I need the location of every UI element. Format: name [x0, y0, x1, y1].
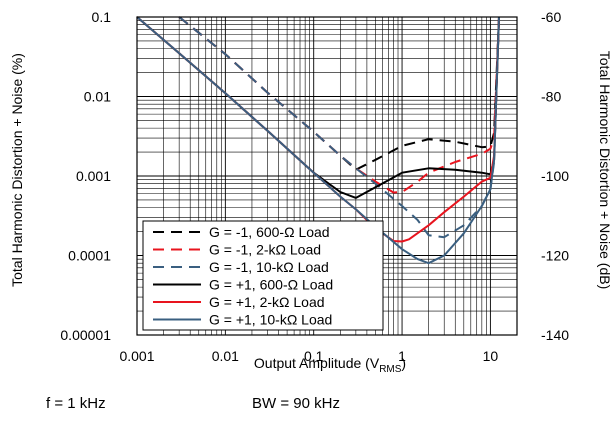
- legend-entry-label: G = +1, 2-kΩ Load: [209, 294, 325, 310]
- y-tick-label-right: -140: [541, 327, 569, 343]
- y-tick-label-right: -120: [541, 248, 569, 264]
- x-tick-label: 1: [398, 348, 406, 364]
- legend-entry-label: G = -1, 10-kΩ Load: [209, 259, 329, 275]
- y-axis-label-right: Total Harmonic Distortion + Noise (dB): [597, 51, 613, 289]
- y-tick-label-left: 0.00001: [60, 327, 111, 343]
- y-tick-label-left: 0.001: [76, 168, 111, 184]
- y-tick-label-left: 0.01: [84, 89, 111, 105]
- plot-frame: [136, 16, 518, 336]
- legend-entry-label: G = +1, 600-Ω Load: [209, 277, 333, 293]
- x-axis-label-subscript: RMS: [379, 364, 402, 375]
- series-line-4: [136, 16, 500, 199]
- y-tick-label-right: -80: [541, 89, 561, 105]
- right-axis-ticks: -60 -80 -100 -120 -140: [541, 9, 569, 343]
- footnote-bandwidth: BW = 90 kHz: [252, 395, 340, 412]
- legend-entry-label: G = +1, 10-kΩ Load: [209, 312, 332, 328]
- left-axis-ticks: 0.1 0.01 0.001 0.0001 0.00001: [60, 9, 111, 343]
- x-axis-label-end: ): [401, 355, 406, 371]
- bottom-axis-ticks: 0.001 0.01 0.1 1 10: [119, 348, 498, 364]
- x-tick-label: 0.001: [119, 348, 154, 364]
- series-line-2: [178, 16, 500, 194]
- legend-entry-label: G = -1, 600-Ω Load: [209, 224, 330, 240]
- legend-entry-label: G = -1, 2-kΩ Load: [209, 242, 321, 258]
- y-tick-label-left: 0.1: [92, 9, 112, 25]
- x-tick-label: 0.1: [304, 348, 324, 364]
- series-layer: [136, 16, 500, 265]
- y-tick-label-right: -60: [541, 9, 561, 25]
- series-line-6: [136, 16, 500, 265]
- footnote-frequency: f = 1 kHz: [46, 395, 106, 412]
- y-axis-label-left: Total Harmonic Distortion + Noise (%): [9, 53, 25, 287]
- x-tick-label: 10: [483, 348, 499, 364]
- series-line-1: [178, 16, 500, 171]
- y-tick-label-left: 0.0001: [68, 248, 111, 264]
- x-tick-label: 0.01: [212, 348, 239, 364]
- x-axis-label: Output Amplitude (VRMS): [254, 355, 406, 375]
- legend-box: [142, 220, 384, 331]
- series-line-3: [178, 16, 500, 239]
- y-tick-label-right: -100: [541, 168, 569, 184]
